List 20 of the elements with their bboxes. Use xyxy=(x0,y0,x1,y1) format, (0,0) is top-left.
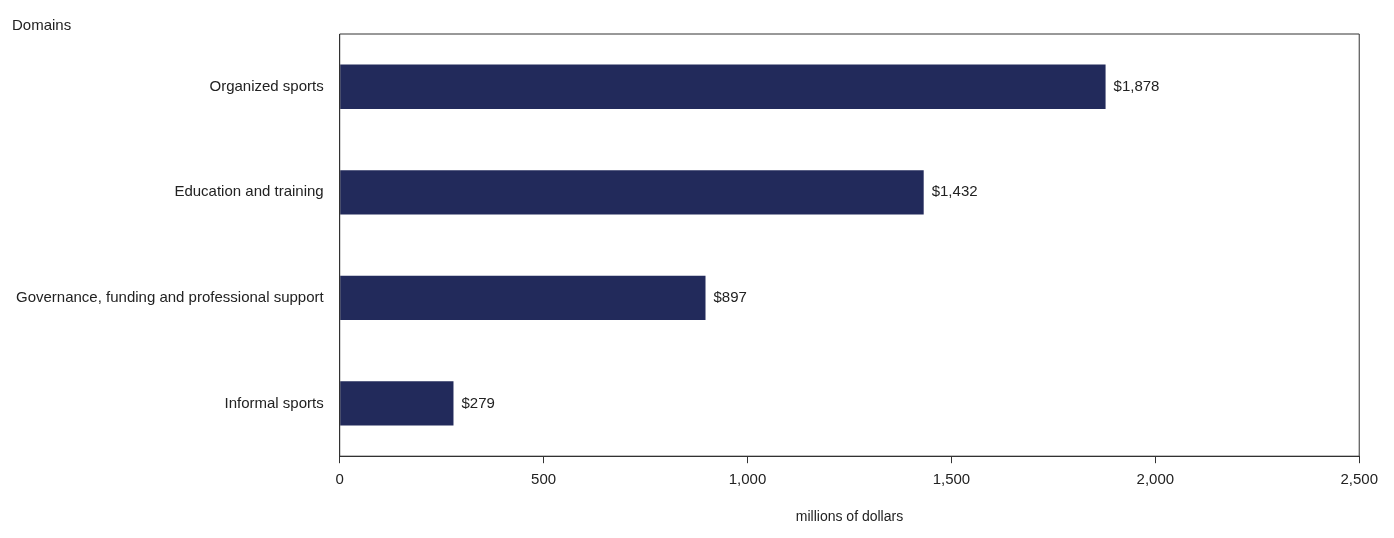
data-label: $279 xyxy=(461,393,495,411)
x-tick-label: 2,000 xyxy=(1136,470,1175,488)
y-tick-label: Informal sports xyxy=(224,393,324,411)
x-axis-title: millions of dollars xyxy=(795,508,904,525)
y-tick-label: Education and training xyxy=(174,182,324,200)
bar xyxy=(340,381,454,426)
x-tick-label: 500 xyxy=(531,470,557,488)
x-tick-label: 0 xyxy=(335,470,344,488)
bar xyxy=(340,64,1106,109)
x-tick-label: 1,000 xyxy=(728,470,767,488)
y-axis-title: Domains xyxy=(12,15,72,33)
bar xyxy=(340,275,706,321)
y-tick-label: Organized sports xyxy=(209,76,324,94)
bar xyxy=(340,170,924,215)
data-label: $1,432 xyxy=(931,182,978,200)
x-tick-label: 1,500 xyxy=(932,470,971,488)
x-tick-label: 2,500 xyxy=(1340,470,1379,488)
y-tick-label: Governance, funding and professional support xyxy=(15,288,325,306)
data-label: $897 xyxy=(713,288,747,306)
data-label: $1,878 xyxy=(1113,76,1160,94)
